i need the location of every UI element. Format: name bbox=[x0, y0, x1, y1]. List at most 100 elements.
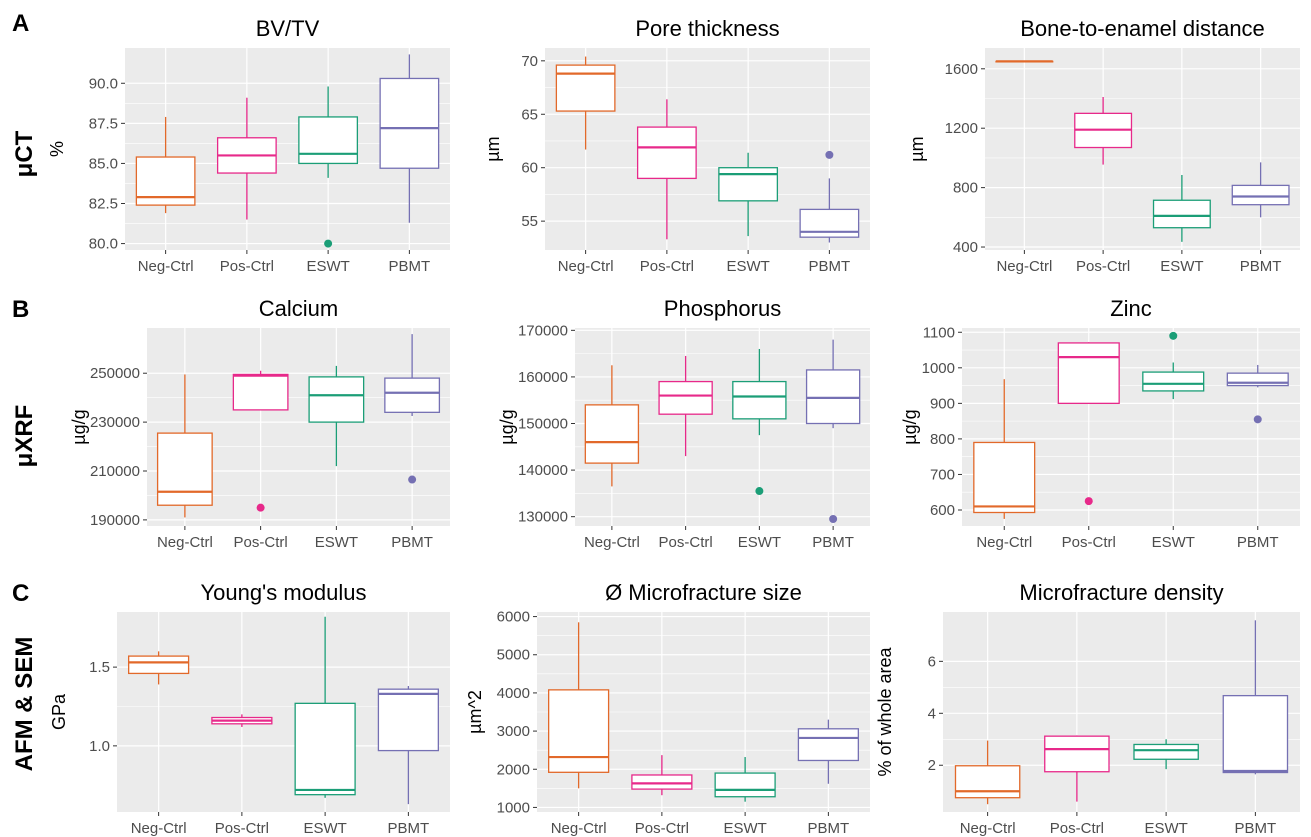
chart2-ytick-label: 70 bbox=[521, 53, 538, 70]
chart2-box-pbmt bbox=[799, 208, 860, 238]
chart6-outlier-point bbox=[1084, 497, 1093, 506]
chart5-ytick-label: 160000 bbox=[518, 369, 568, 386]
chart8-xtick-label: PBMT bbox=[808, 820, 850, 837]
chart5-box-pos-ctrl bbox=[658, 380, 713, 415]
chart6-xtick-label: ESWT bbox=[1152, 534, 1195, 551]
chart9-box-pbmt bbox=[1222, 694, 1289, 774]
chart2-ytick-label: 65 bbox=[521, 106, 538, 123]
chart7-box-pbmt bbox=[377, 688, 439, 752]
chart4-xtick-label: PBMT bbox=[391, 534, 433, 551]
chart3-xtick-label: Pos-Ctrl bbox=[1076, 258, 1130, 275]
chart3-box-eswt bbox=[1152, 199, 1211, 229]
chart2-box-pos-ctrl bbox=[636, 126, 697, 180]
chart4-xtick-label: Neg-Ctrl bbox=[157, 534, 213, 551]
chart4-ytick-label: 210000 bbox=[90, 463, 140, 480]
chart7-xtick-label: Pos-Ctrl bbox=[215, 820, 269, 837]
chart1-xtick-label: Neg-Ctrl bbox=[138, 258, 194, 275]
chart5-outlier-point bbox=[829, 515, 838, 524]
chart9-box-eswt bbox=[1133, 743, 1199, 760]
chart1-xtick-label: PBMT bbox=[389, 258, 431, 275]
chart8-xtick-label: ESWT bbox=[723, 820, 766, 837]
chart9-xtick-label: Neg-Ctrl bbox=[960, 820, 1016, 837]
chart5-ylabel: µg/g bbox=[497, 409, 517, 444]
chart4-box-eswt bbox=[308, 376, 365, 423]
chart2-xtick-label: ESWT bbox=[726, 258, 769, 275]
chart1-ytick-label: 85.0 bbox=[89, 155, 118, 172]
chart6-xtick-label: Pos-Ctrl bbox=[1062, 534, 1116, 551]
chart7-ytick-label: 1.0 bbox=[89, 738, 110, 755]
chart9-ytick-label: 6 bbox=[928, 653, 936, 670]
chart7-box-eswt bbox=[294, 702, 356, 796]
chart7-xtick-label: PBMT bbox=[388, 820, 430, 837]
chart7-box-neg-ctrl bbox=[128, 655, 190, 675]
chart2-ylabel: µm bbox=[483, 136, 503, 161]
chart1-ylabel: % bbox=[47, 141, 67, 157]
chart4-outlier-point bbox=[408, 475, 417, 484]
chart2-xtick-label: Neg-Ctrl bbox=[558, 258, 614, 275]
chart1-ytick-label: 87.5 bbox=[89, 115, 118, 132]
chart2-ytick-label: 55 bbox=[521, 213, 538, 230]
chart1-ytick-label: 82.5 bbox=[89, 196, 118, 213]
chart9-ytick-label: 4 bbox=[928, 705, 936, 722]
chart9-box-neg-ctrl bbox=[954, 765, 1021, 799]
chart8-ytick-label: 3000 bbox=[497, 723, 530, 740]
chart3-xtick-label: PBMT bbox=[1240, 258, 1282, 275]
chart3-ytick-label: 1200 bbox=[945, 120, 978, 137]
chart2-box-neg-ctrl bbox=[555, 64, 616, 112]
chart7-xtick-label: Neg-Ctrl bbox=[131, 820, 187, 837]
chart4-ylabel: µg/g bbox=[69, 409, 89, 444]
row-letter-c: C bbox=[12, 580, 30, 607]
chart6-ytick-label: 1100 bbox=[923, 324, 955, 341]
chart2-xtick-label: Pos-Ctrl bbox=[640, 258, 694, 275]
chart4-title: Calcium bbox=[259, 296, 338, 321]
chart6-outlier-point bbox=[1253, 415, 1262, 424]
chart2-xtick-label: PBMT bbox=[809, 258, 851, 275]
chart4-ytick-label: 230000 bbox=[90, 414, 140, 431]
chart5-xtick-label: Pos-Ctrl bbox=[659, 534, 713, 551]
chart8-box-neg-ctrl bbox=[548, 689, 610, 773]
chart2-outlier-point bbox=[825, 150, 834, 159]
chart1-box-pbmt bbox=[379, 77, 440, 169]
chart6-box-pos-ctrl bbox=[1057, 342, 1120, 405]
chart9-xtick-label: Pos-Ctrl bbox=[1050, 820, 1104, 837]
chart9-ylabel: % of whole area bbox=[875, 646, 895, 776]
chart6-ytick-label: 800 bbox=[930, 431, 955, 448]
chart8-ylabel: µm^2 bbox=[465, 690, 485, 734]
chart2-box-eswt bbox=[718, 167, 779, 202]
row-letter-a: A bbox=[12, 10, 30, 37]
chart4-box-pos-ctrl bbox=[232, 373, 289, 411]
chart4-outlier-point bbox=[256, 503, 265, 512]
chart9-ytick-label: 2 bbox=[928, 757, 936, 774]
chart3-title: Bone-to-enamel distance bbox=[1020, 16, 1265, 41]
chart8-box-eswt bbox=[714, 772, 776, 798]
chart1-title: BV/TV bbox=[256, 16, 320, 41]
chart5-ytick-label: 170000 bbox=[518, 322, 568, 339]
chart1-outlier-point bbox=[324, 239, 333, 248]
chart7-ylabel: GPa bbox=[49, 693, 69, 730]
chart4-box-neg-ctrl bbox=[156, 432, 213, 506]
chart9-xtick-label: PBMT bbox=[1235, 820, 1277, 837]
chart1-xtick-label: ESWT bbox=[306, 258, 349, 275]
chart3-ytick-label: 400 bbox=[953, 239, 978, 256]
chart6-box-eswt bbox=[1142, 371, 1205, 392]
chart5-box-pbmt bbox=[805, 369, 861, 425]
chart8-ytick-label: 4000 bbox=[497, 685, 530, 702]
chart8-box-pbmt bbox=[797, 728, 859, 762]
chart3-ytick-label: 800 bbox=[953, 180, 978, 197]
chart6-xtick-label: Neg-Ctrl bbox=[976, 534, 1032, 551]
chart1-xtick-label: Pos-Ctrl bbox=[220, 258, 274, 275]
row-letter-b: B bbox=[12, 296, 30, 323]
chart6-ytick-label: 700 bbox=[930, 466, 955, 483]
chart1-ytick-label: 80.0 bbox=[89, 236, 118, 253]
chart4-xtick-label: Pos-Ctrl bbox=[234, 534, 288, 551]
chart6-ylabel: µg/g bbox=[900, 409, 920, 444]
chart3-xtick-label: ESWT bbox=[1160, 258, 1203, 275]
chart6-ytick-label: 600 bbox=[930, 502, 955, 519]
chart4-ytick-label: 190000 bbox=[90, 512, 140, 529]
chart4-box-pbmt bbox=[384, 377, 441, 413]
chart5-ytick-label: 150000 bbox=[518, 416, 568, 433]
chart8-ytick-label: 2000 bbox=[497, 761, 530, 778]
chart9-xtick-label: ESWT bbox=[1144, 820, 1187, 837]
chart4-xtick-label: ESWT bbox=[315, 534, 358, 551]
